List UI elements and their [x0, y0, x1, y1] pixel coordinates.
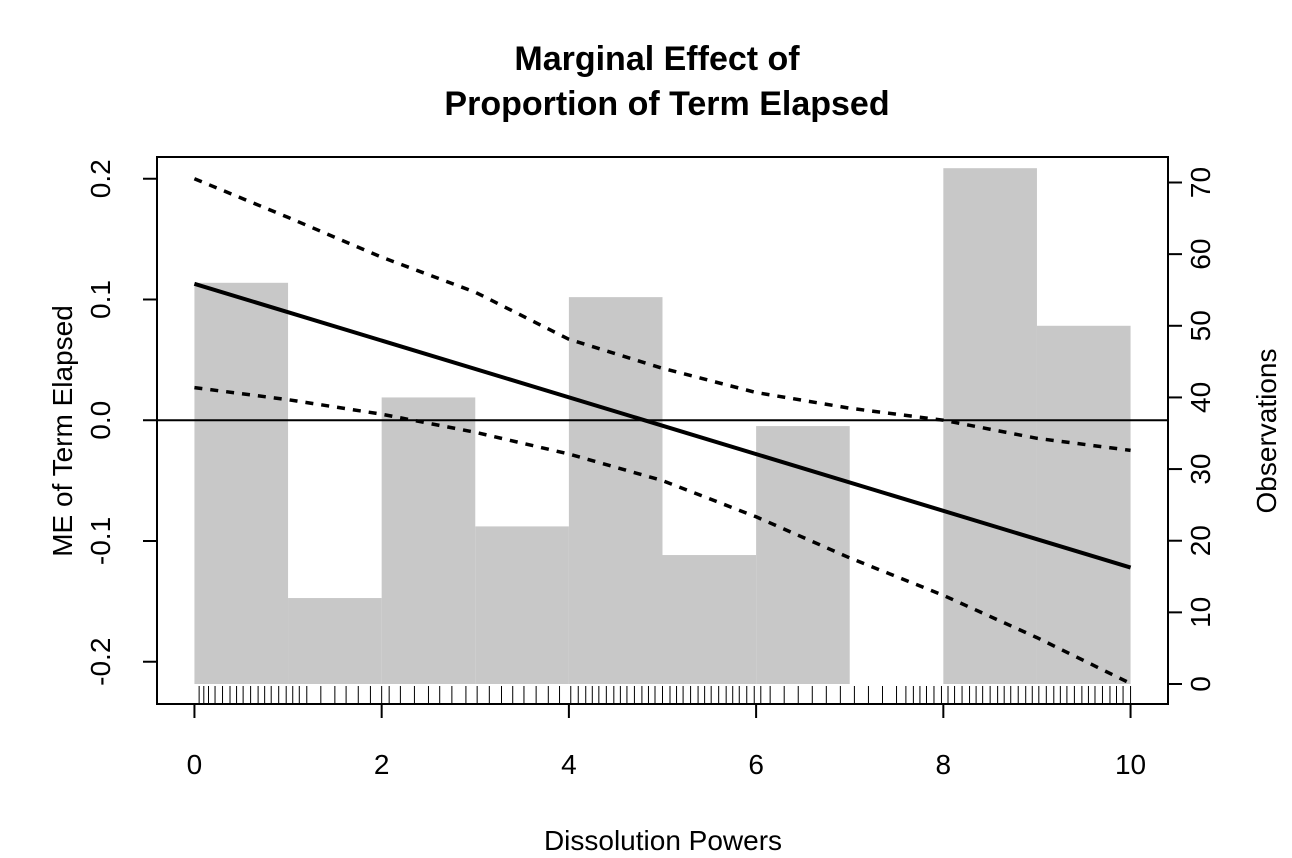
x-tick-label: 10 — [1115, 749, 1146, 780]
histogram-bar — [756, 426, 850, 684]
right-y-axis-label: Observations — [1251, 349, 1282, 514]
right-y-tick-label: 50 — [1185, 310, 1216, 341]
estimate-line — [193, 281, 1132, 570]
y-tick-label: 0.0 — [85, 401, 116, 440]
histogram-bar — [1036, 325, 1131, 684]
y-axis-label: ME of Term Elapsed — [47, 305, 78, 557]
x-tick-label: 2 — [374, 749, 390, 780]
y-tick-label: 0.2 — [85, 159, 116, 198]
histogram-bar — [568, 297, 663, 684]
rug-marks — [198, 686, 1132, 704]
y-tick-label: -0.2 — [85, 638, 116, 686]
x-tick-label: 4 — [561, 749, 577, 780]
right-y-tick-label: 70 — [1185, 167, 1216, 198]
histogram-bar — [381, 397, 476, 684]
effect-lines — [193, 177, 1132, 686]
histogram-bar — [288, 598, 382, 684]
x-tick-label: 6 — [748, 749, 764, 780]
y-tick-label: 0.1 — [85, 280, 116, 319]
right-y-tick-label: 20 — [1185, 525, 1216, 556]
x-axis: 0 2 4 6 8 10 — [187, 703, 1146, 780]
histogram-bar — [475, 526, 569, 684]
right-y-tick-label: 30 — [1185, 453, 1216, 484]
x-tick-label: 8 — [936, 749, 952, 780]
histogram-bar — [943, 168, 1037, 684]
y-tick-label: -0.1 — [85, 517, 116, 565]
chart-title-line-1: Marginal Effect of — [514, 40, 800, 78]
histogram-bar — [194, 282, 289, 684]
histogram-bars — [194, 168, 1131, 684]
right-y-tick-label: 60 — [1185, 239, 1216, 270]
right-y-tick-label: 10 — [1185, 597, 1216, 628]
right-y-axis: 0 10 20 30 40 50 60 70 — [1168, 167, 1216, 692]
x-axis-label: Dissolution Powers — [544, 825, 782, 856]
chart-title-line-2: Proportion of Term Elapsed — [444, 85, 889, 123]
right-y-tick-label: 0 — [1185, 676, 1216, 692]
histogram-bar — [662, 555, 757, 684]
right-y-tick-label: 40 — [1185, 382, 1216, 413]
y-axis: -0.2 -0.1 0.0 0.1 0.2 — [85, 159, 157, 686]
x-tick-label: 0 — [187, 749, 203, 780]
upper-bound-line — [193, 177, 1131, 453]
